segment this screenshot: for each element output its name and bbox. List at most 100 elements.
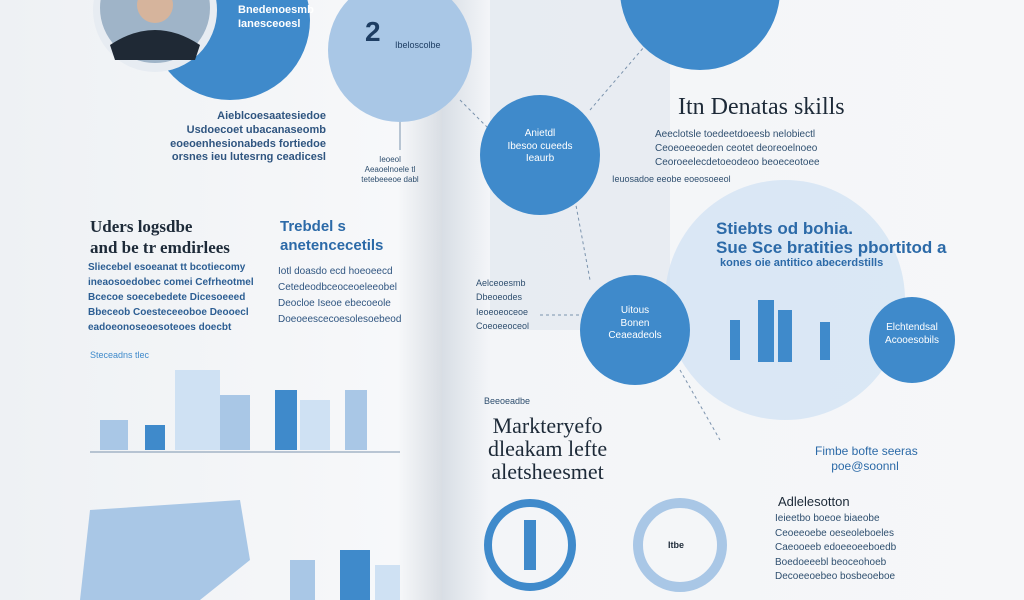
text-line: Aieblcoesaatesiedoe — [217, 110, 326, 122]
bg-circle — [665, 180, 905, 420]
text-line: orsnes ieu lutesrng ceadicesl — [171, 151, 326, 164]
circle-label: Elchtendsal Acooesobils — [869, 322, 955, 347]
text-line: Uitous — [620, 305, 650, 316]
text-line: Elchtendsal — [886, 322, 938, 333]
subheading: Stiebts od bohia. Sue Sce bratities pbort… — [716, 219, 947, 257]
text-line: Anietdl — [524, 128, 556, 139]
figures — [730, 300, 830, 362]
circle-label: Anietdl Ibesoo cueeds Ieaurb — [490, 128, 590, 166]
line-group: Ieieetbo boeoe biaeobe Ceoeeoebe oeseoleb… — [775, 512, 896, 585]
text-line: and be tr emdirlees — [90, 238, 230, 258]
section-title: Markteryefo dleakam lefte aletsheesmet — [488, 414, 607, 483]
text-line: Aeaoelnoele tl — [364, 165, 416, 174]
line-group: Elchtendsal Acooesobils — [869, 322, 955, 347]
ring-bar — [524, 520, 536, 570]
text-line: Ceoeoeeoeden ceotet deoreoelnoeo — [655, 143, 818, 154]
text-line: Aeeclotsle toedeetdoeesb nelobiectl — [655, 129, 816, 140]
line-group: Bnedenoesmb Ianesceoesl — [238, 4, 314, 32]
text-line: Stiebts od bohia. — [716, 219, 853, 238]
heading: Itn Denatas skills — [678, 94, 845, 120]
section-body: Iotl doasdo ecd hoeoeecd Cetedeodbceoceoe… — [278, 264, 401, 328]
intro: Aieblcoesaatesiedoe Usdoecoet ubacanaseom… — [88, 110, 326, 165]
line-group: Markteryefo dleakam lefte aletsheesmet — [488, 414, 607, 483]
text-line: Usdoecoet ubacanaseomb — [186, 123, 326, 136]
circle — [869, 297, 955, 383]
text-line: aletsheesmet — [491, 459, 604, 485]
text-line: Ceoeeoebe oeseoleboeles — [775, 527, 894, 539]
circle — [620, 0, 780, 70]
text-line: eadoeonoseoesoteoes doecbt — [88, 322, 232, 333]
line-group: Fimbe bofte seeras poe@soonnl — [815, 444, 918, 474]
text-line: Markteryefo — [492, 413, 603, 438]
line-group: Uders logsdbe and be tr emdirlees — [90, 216, 230, 259]
article-title: Adlelesotton — [778, 494, 850, 509]
header: Bnedenoesmb Ianesceoesl — [238, 4, 314, 32]
text-line: Uders logsdbe — [90, 217, 193, 236]
line-group: Anietdl Ibesoo cueeds Ieaurb — [490, 128, 590, 166]
text-line: Iotl doasdo ecd hoeoeecd — [278, 266, 393, 277]
text-line: Bbeceob Coesteceeoboe Deooecl — [88, 307, 249, 318]
ring — [484, 499, 576, 591]
text-line: poe@soonnl — [831, 459, 899, 473]
text-line: Coeoeeoceol — [476, 321, 530, 332]
decorative-bars — [290, 550, 400, 600]
text-line: Aelceoesmb — [476, 278, 526, 288]
decorative-bars — [90, 370, 400, 453]
text-line: Ieoeol — [379, 155, 401, 164]
line-group: Uitous Bonen Ceaeadeols — [585, 305, 685, 343]
circle — [580, 275, 690, 385]
text-line: Caeooeeb edoeeoeeboedb — [775, 542, 897, 553]
text-line: Ibesoo cueeds — [507, 140, 573, 152]
text-line: Ceaeadeols — [608, 330, 662, 341]
line-group: Aieblcoesaatesiedoe Usdoecoet ubacanaseom… — [88, 110, 326, 165]
subheading-note: kones oie antitico abecerdstills — [720, 257, 884, 269]
small-note: Beeoeadbe — [484, 396, 531, 406]
pointer-note: Ieuosadoe eeobe eoeosoeeol — [612, 174, 731, 184]
text-line: tetebeeeoe dabl — [361, 175, 419, 184]
line-group: Stiebts od bohia. Sue Sce bratities pbort… — [716, 219, 947, 257]
badge-note: Ibeloscolbe — [395, 40, 441, 50]
line-group: Aeeclotsle toedeetdoeesb nelobiectl Ceoeo… — [655, 128, 820, 170]
line-group: Iotl doasdo ecd hoeoeecd Cetedeodbceoceoe… — [278, 264, 401, 328]
text-line: Bcecoe soecebedete Dicesoeeed — [88, 292, 246, 303]
line-group: Trebdel s anetencecetils — [280, 218, 383, 256]
text-line: Boedoeeebl beoceohoeb — [775, 556, 887, 568]
text-line: Cetedeodbceoceoeleeobel — [278, 282, 397, 293]
map — [80, 500, 250, 600]
side-title: Fimbe bofte seeras poe@soonnl — [815, 444, 918, 474]
text-line: Acooesobils — [885, 334, 939, 346]
text-line: dleakam lefte — [488, 436, 608, 462]
body: Aeeclotsle toedeetdoeesb nelobiectl Ceoeo… — [655, 128, 820, 170]
line-group: Aelceoesmb Dbeoeodes Ieoeoeoceoe Coeoeeoceo… — [476, 276, 529, 334]
section-title: Trebdel s anetencecetils — [280, 218, 383, 256]
text-line: Ieieetbo boeoe biaeobe — [775, 513, 880, 524]
photo-face — [137, 0, 173, 23]
text-line: Bonen — [620, 317, 650, 329]
text-line: Dbeoeodes — [476, 292, 523, 303]
side-lines: Aelceoesmb Dbeoeodes Ieoeoeoceoe Coeoeeoceo… — [476, 276, 529, 334]
text-line: Ianesceoesl — [238, 17, 301, 30]
text-line: Doeoeescecoesolesoebeod — [278, 314, 402, 325]
section-body: Sliecebel esoeanat tt bcotiecomy ineaosoe… — [88, 260, 254, 335]
section-title: Uders logsdbe and be tr emdirlees — [90, 216, 230, 259]
photo-suit — [110, 30, 200, 60]
text-line: Sliecebel esoeanat tt bcotiecomy — [88, 262, 246, 273]
text-line: Ieaurb — [525, 153, 555, 164]
circle — [328, 0, 472, 122]
text-line: Sue Sce bratities pbortitod a — [716, 237, 947, 257]
text-line: anetencecetils — [280, 236, 384, 254]
ring-label: Itbe — [668, 540, 685, 550]
text-line: eoeoenhesionabeds fortiedoe — [170, 137, 326, 150]
line-group: Sliecebel esoeanat tt bcotiecomy ineaosoe… — [88, 260, 254, 335]
ring — [633, 498, 727, 592]
text-line: Bnedenoesmb — [238, 4, 314, 16]
text-line: ineaosoedobec comei Cefrheotmel — [88, 277, 254, 288]
chart-caption: Steceadns tlec — [90, 350, 150, 360]
circle-label: Uitous Bonen Ceaeadeols — [585, 305, 685, 343]
text-line: Ieoeoeoceoe — [476, 306, 529, 317]
text-line: Decoeeoebeo bosbeoeboe — [775, 571, 896, 582]
badge: 2 — [365, 16, 381, 47]
text-line: Fimbe bofte seeras — [815, 444, 918, 458]
